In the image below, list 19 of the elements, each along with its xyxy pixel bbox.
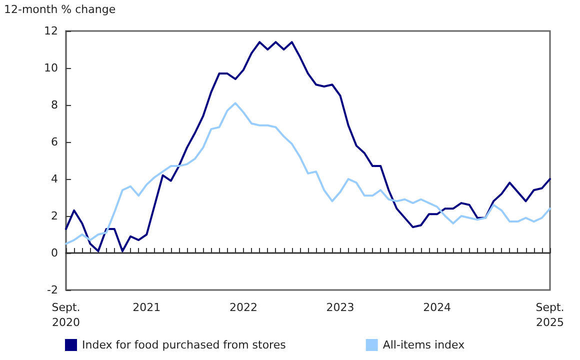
y-tick-label: 8: [51, 98, 58, 112]
y-tick-label: 0: [51, 246, 58, 260]
line-series: [65, 41, 551, 252]
y-tick-label: 4: [51, 172, 58, 186]
y-tick-label: 10: [44, 62, 58, 74]
x-tick-label: 2021: [132, 301, 161, 314]
y-tick-label: -2: [47, 284, 58, 296]
x-tick-label: 2023: [326, 301, 354, 314]
y-tick-label: 6: [51, 136, 58, 148]
y-tick-label: 12: [44, 24, 58, 38]
legend-label: All-items index: [382, 338, 466, 352]
y-tick-label: 2: [51, 210, 58, 222]
x-tick-label: 2022: [229, 301, 258, 314]
legend-label: Index for food purchased from stores: [82, 338, 286, 352]
x-tick-label: Sept. 2020: [52, 301, 80, 329]
x-tick-label: Sept. 2025: [536, 301, 564, 329]
x-tick-label: 2024: [423, 301, 452, 314]
line-series: [65, 102, 551, 245]
y-axis-title: 12-month % change: [4, 3, 116, 16]
